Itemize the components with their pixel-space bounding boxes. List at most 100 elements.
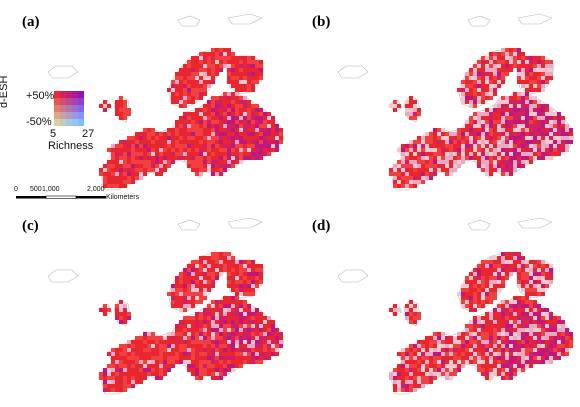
richness-cell xyxy=(437,160,441,164)
richness-cell xyxy=(195,60,199,64)
richness-cell xyxy=(485,132,489,136)
richness-cell xyxy=(497,104,501,108)
richness-cell xyxy=(131,164,135,168)
richness-cell xyxy=(405,152,409,156)
land-outline xyxy=(47,65,79,79)
richness-cell xyxy=(239,148,243,152)
richness-cell xyxy=(409,352,413,356)
richness-cell xyxy=(111,348,115,352)
richness-cell xyxy=(537,312,541,316)
richness-cell xyxy=(255,64,259,68)
richness-cell xyxy=(215,372,219,376)
richness-cell xyxy=(509,112,513,116)
richness-cell xyxy=(533,352,537,356)
richness-cell xyxy=(103,304,107,308)
richness-cell xyxy=(255,272,259,276)
richness-cell xyxy=(541,352,545,356)
richness-cell xyxy=(219,120,223,124)
richness-cell xyxy=(163,356,167,360)
richness-cell xyxy=(497,312,501,316)
richness-cell xyxy=(545,64,549,68)
richness-cell xyxy=(203,288,207,292)
richness-cell xyxy=(111,360,115,364)
richness-cell xyxy=(195,72,199,76)
richness-cell xyxy=(509,68,513,72)
richness-cell xyxy=(461,332,465,336)
richness-cell xyxy=(123,312,127,316)
richness-cell xyxy=(453,356,457,360)
richness-cell xyxy=(131,172,135,176)
richness-cell xyxy=(541,336,545,340)
richness-cell xyxy=(143,156,147,160)
richness-cell xyxy=(481,56,485,60)
richness-cell xyxy=(501,316,505,320)
richness-cell xyxy=(203,296,207,300)
richness-cell xyxy=(251,136,255,140)
richness-cell xyxy=(239,144,243,148)
richness-cell xyxy=(119,144,123,148)
richness-cell xyxy=(271,148,275,152)
richness-cell xyxy=(517,104,521,108)
richness-cell xyxy=(115,308,119,312)
richness-cell xyxy=(243,268,247,272)
richness-cell xyxy=(529,324,533,328)
richness-cell xyxy=(505,368,509,372)
richness-cell xyxy=(235,84,239,88)
richness-cell xyxy=(509,324,513,328)
richness-cell xyxy=(545,120,549,124)
richness-cell xyxy=(469,344,473,348)
richness-cell xyxy=(183,316,187,320)
richness-cell xyxy=(525,304,529,308)
richness-cell xyxy=(155,164,159,168)
richness-cell xyxy=(239,272,243,276)
richness-cell xyxy=(135,352,139,356)
richness-cell xyxy=(195,148,199,152)
richness-cell xyxy=(457,348,461,352)
richness-cell xyxy=(433,360,437,364)
richness-cell xyxy=(191,56,195,60)
richness-cell xyxy=(203,132,207,136)
richness-cell xyxy=(107,372,111,376)
richness-cell xyxy=(409,100,413,104)
legend-cell xyxy=(60,112,66,119)
legend-x-title: Richness xyxy=(48,140,94,152)
richness-cell xyxy=(513,308,517,312)
richness-cell xyxy=(235,300,239,304)
richness-cell xyxy=(533,300,537,304)
richness-cell xyxy=(413,304,417,308)
richness-cell xyxy=(557,116,561,120)
richness-cell xyxy=(481,296,485,300)
richness-cell xyxy=(477,156,481,160)
richness-cell xyxy=(135,176,139,180)
richness-cell xyxy=(409,372,413,376)
richness-cell xyxy=(119,304,123,308)
richness-cell xyxy=(529,76,533,80)
richness-cell xyxy=(525,272,529,276)
richness-cell xyxy=(175,304,179,308)
richness-cell xyxy=(533,64,537,68)
richness-cell xyxy=(437,168,441,172)
richness-cell xyxy=(239,308,243,312)
richness-cell xyxy=(437,164,441,168)
richness-cell xyxy=(251,116,255,120)
richness-cell xyxy=(223,368,227,372)
richness-cell xyxy=(211,280,215,284)
richness-cell xyxy=(417,168,421,172)
richness-cell xyxy=(103,376,107,380)
richness-cell xyxy=(199,116,203,120)
land-outline xyxy=(467,15,491,27)
richness-cell xyxy=(465,304,469,308)
richness-cell xyxy=(441,160,445,164)
richness-cell xyxy=(529,80,533,84)
richness-cell xyxy=(541,68,545,72)
richness-cell xyxy=(239,68,243,72)
richness-cell xyxy=(235,340,239,344)
richness-cell xyxy=(533,128,537,132)
richness-cell xyxy=(207,84,211,88)
richness-cell xyxy=(537,72,541,76)
richness-cell xyxy=(167,332,171,336)
richness-cell xyxy=(199,152,203,156)
richness-cell xyxy=(183,88,187,92)
richness-cell xyxy=(485,320,489,324)
richness-cell xyxy=(493,308,497,312)
